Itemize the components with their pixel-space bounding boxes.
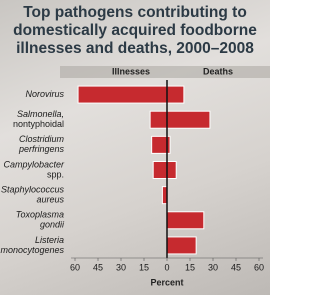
x-tick-label: 45 — [231, 262, 241, 272]
bar — [151, 135, 168, 154]
x-tick-label: 15 — [139, 262, 149, 272]
category-label: Listeria — [35, 235, 64, 245]
bar — [166, 85, 185, 104]
chart-title: Top pathogens contributing to domestical… — [13, 4, 257, 57]
bar — [166, 161, 177, 179]
chart: Top pathogens contributing to domestical… — [0, 0, 270, 295]
x-tick-label: 60 — [254, 262, 264, 272]
x-tick-label: 45 — [93, 262, 103, 272]
bar — [149, 110, 168, 129]
category-label: Toxoplasma — [16, 210, 64, 220]
category-label: Staphylococcus — [1, 185, 65, 195]
category-label: Norovirus — [25, 89, 64, 99]
bar — [166, 236, 197, 255]
x-tick-label: 60 — [70, 262, 80, 272]
x-axis-label: Percent — [150, 277, 183, 287]
series-header: Illnesses — [112, 66, 150, 76]
category-label: aureus — [36, 195, 64, 205]
x-tick-label: 15 — [185, 262, 195, 272]
bar — [166, 110, 211, 129]
bar — [166, 211, 205, 230]
x-tick-label: 30 — [208, 262, 218, 272]
category-label: nontyphoidal — [13, 119, 64, 129]
x-tick-label: 0 — [164, 262, 169, 272]
plot: Percent 60 45 30 15 0 15 30 45 60 Illnesses Deaths… — [0, 66, 270, 287]
bar — [152, 161, 168, 179]
x-tick-label: 30 — [116, 262, 126, 272]
category-label: Salmonella, — [17, 109, 64, 119]
category-label: spp. — [47, 169, 64, 179]
category-label: gondii — [40, 220, 65, 230]
bar — [77, 85, 168, 104]
header-band — [60, 66, 270, 78]
series-header: Deaths — [203, 66, 233, 76]
category-label: Clostridium — [19, 134, 65, 144]
category-label: Campylobacter — [3, 159, 65, 169]
category-label: perfringens — [18, 144, 65, 154]
category-label: monocytogenes — [0, 245, 64, 255]
